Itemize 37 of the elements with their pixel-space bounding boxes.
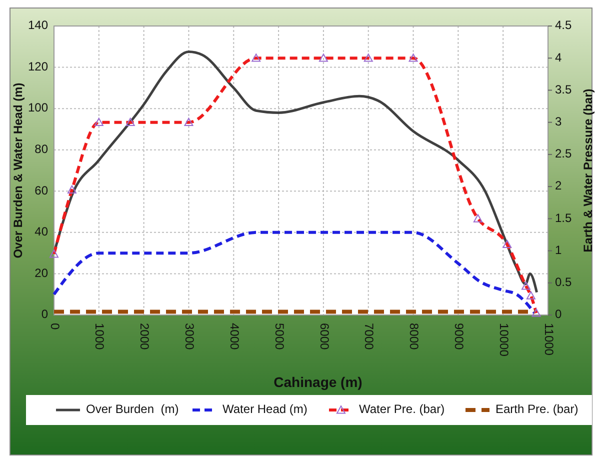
y2-tick-label: 0.5 (555, 275, 572, 290)
y2-tick-label: 3.5 (555, 82, 572, 96)
x-tick-label: 6000 (317, 323, 332, 350)
y2-tick-label: 4.5 (555, 18, 572, 32)
x-tick-label: 9000 (452, 323, 466, 350)
x-axis-title: Cahinage (m) (274, 374, 362, 390)
y2-tick-label: 2.5 (555, 146, 572, 161)
x-tick-label: 0 (48, 323, 62, 330)
y-tick-label: 140 (28, 18, 48, 32)
legend-label: Water Pre. (bar) (359, 402, 445, 416)
legend-label: Over Burden (m) (86, 402, 179, 416)
x-tick-label: 7000 (362, 323, 376, 350)
x-tick-label: 10000 (496, 323, 511, 357)
y-tick-label: 40 (34, 224, 48, 239)
y2-tick-label: 4 (555, 50, 562, 64)
y2-tick-label: 3 (555, 114, 562, 129)
y-tick-label: 80 (34, 142, 48, 156)
y2-tick-label: 1.5 (555, 210, 572, 225)
y-axis-title: Over Burden & Water Head (m) (11, 82, 25, 258)
legend-label: Water Head (m) (222, 402, 308, 416)
x-tick-label: 11000 (542, 323, 556, 356)
x-tick-label: 5000 (272, 323, 286, 350)
y2-tick-label: 1 (555, 242, 562, 257)
x-tick-label: 1000 (92, 323, 107, 350)
legend-label: Earth Pre. (bar) (496, 402, 578, 416)
y-tick-label: 100 (28, 100, 48, 115)
y2-tick-label: 0 (555, 307, 562, 322)
y-tick-label: 0 (41, 307, 48, 322)
x-tick-label: 2000 (138, 323, 152, 350)
y2-axis-title: Earth & Water Pressure (bar) (581, 88, 595, 252)
x-tick-label: 4000 (227, 323, 242, 350)
x-tick-label: 8000 (407, 323, 422, 350)
y2-tick-label: 2 (555, 178, 562, 193)
y-tick-label: 20 (34, 266, 48, 280)
y-tick-label: 120 (28, 59, 48, 74)
x-tick-label: 3000 (182, 323, 197, 350)
y-tick-label: 60 (34, 183, 48, 198)
